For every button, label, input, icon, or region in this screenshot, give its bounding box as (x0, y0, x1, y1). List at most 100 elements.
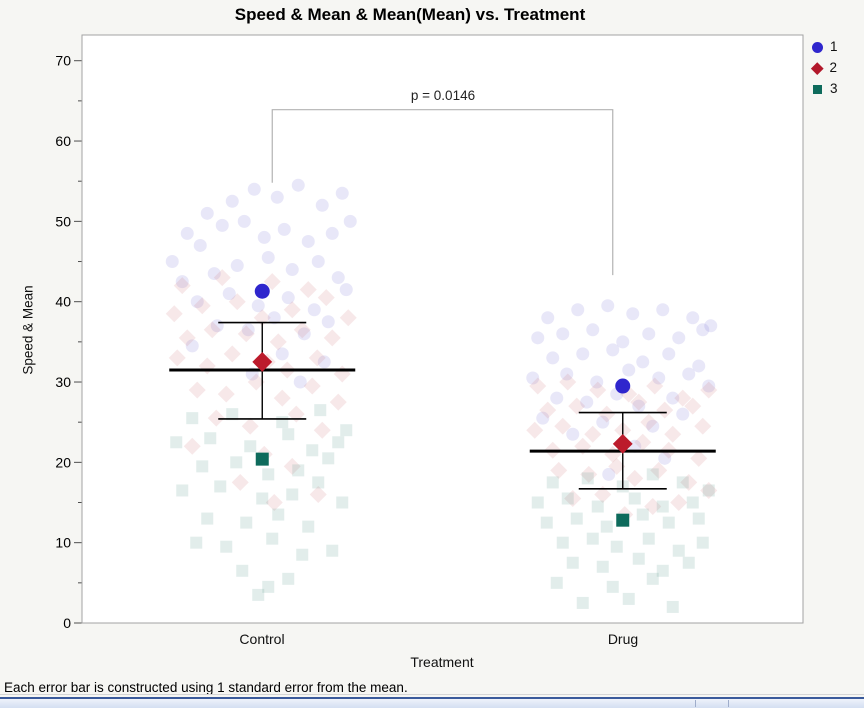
scatter-point[interactable] (281, 291, 295, 305)
scatter-point[interactable] (335, 186, 349, 200)
scatter-point[interactable] (293, 375, 307, 389)
scatter-point[interactable] (692, 512, 705, 525)
scatter-point[interactable] (704, 319, 718, 333)
scatter-point[interactable] (315, 198, 329, 212)
scatter-point[interactable] (262, 468, 275, 481)
scatter-point[interactable] (317, 355, 331, 369)
scatter-point[interactable] (244, 440, 257, 453)
legend-item-3[interactable]: 3 (812, 82, 838, 96)
scatter-point[interactable] (634, 433, 652, 451)
scatter-point[interactable] (664, 425, 682, 443)
scatter-point[interactable] (266, 532, 279, 545)
scatter-point[interactable] (702, 379, 716, 393)
scatter-point[interactable] (231, 473, 249, 491)
scatter-point[interactable] (226, 408, 239, 421)
scatter-point[interactable] (263, 273, 281, 291)
scatter-point[interactable] (602, 467, 616, 481)
group-mean-marker[interactable] (612, 433, 633, 454)
scatter-point[interactable] (332, 436, 345, 449)
scatter-point[interactable] (600, 520, 613, 533)
scatter-point[interactable] (646, 572, 659, 585)
scatter-point[interactable] (656, 500, 669, 513)
scatter-point[interactable] (568, 397, 586, 415)
scatter-point[interactable] (241, 323, 255, 337)
scatter-point[interactable] (247, 182, 261, 196)
scatter-point[interactable] (296, 548, 309, 561)
scatter-point[interactable] (696, 536, 709, 549)
scatter-point[interactable] (676, 476, 689, 489)
x-tick-label-drug[interactable]: Drug (607, 631, 639, 647)
scatter-point[interactable] (230, 259, 244, 273)
scatter-point[interactable] (559, 373, 577, 391)
scatter-point[interactable] (539, 401, 557, 419)
scatter-point[interactable] (608, 457, 626, 475)
scatter-point[interactable] (186, 412, 199, 425)
scatter-point[interactable] (630, 393, 648, 411)
scatter-point[interactable] (680, 473, 698, 491)
scatter-point[interactable] (541, 311, 555, 325)
scatter-point[interactable] (265, 494, 283, 511)
scatter-point[interactable] (700, 381, 718, 399)
scatter-point[interactable] (702, 484, 715, 497)
scatter-point[interactable] (646, 468, 659, 481)
scatter-point[interactable] (262, 580, 275, 593)
scatter-point[interactable] (303, 377, 321, 395)
scatter-point[interactable] (188, 381, 206, 399)
scatter-point[interactable] (282, 428, 295, 441)
scatter-point[interactable] (556, 536, 569, 549)
scatter-point[interactable] (275, 347, 289, 361)
scatter-point[interactable] (652, 371, 666, 385)
scatter-point[interactable] (632, 399, 646, 413)
scatter-point[interactable] (644, 498, 662, 516)
scatter-point[interactable] (306, 444, 319, 457)
scatter-point[interactable] (336, 496, 349, 509)
scatter-point[interactable] (584, 425, 602, 443)
scatter-point[interactable] (176, 484, 189, 497)
scatter-point[interactable] (247, 373, 265, 391)
scatter-point[interactable] (223, 345, 241, 363)
scatter-point[interactable] (586, 532, 599, 545)
scatter-point[interactable] (340, 424, 353, 437)
scatter-point[interactable] (606, 343, 620, 357)
scatter-point[interactable] (297, 327, 311, 341)
scatter-point[interactable] (283, 301, 301, 319)
scatter-point[interactable] (571, 303, 585, 317)
scatter-point[interactable] (240, 516, 253, 529)
scatter-point[interactable] (656, 303, 670, 317)
scatter-point[interactable] (276, 416, 289, 429)
scatter-point[interactable] (546, 476, 559, 489)
scatter-point[interactable] (257, 230, 271, 244)
scatter-point[interactable] (700, 481, 718, 499)
group-mean-marker[interactable] (615, 378, 631, 394)
scatter-point[interactable] (674, 389, 692, 407)
scatter-point[interactable] (168, 349, 186, 367)
group-mean-marker[interactable] (252, 352, 273, 372)
scatter-point[interactable] (636, 508, 649, 521)
scatter-point[interactable] (237, 214, 251, 228)
scatter-point[interactable] (272, 508, 285, 521)
scatter-point[interactable] (301, 234, 315, 248)
scatter-point[interactable] (165, 255, 179, 269)
scatter-point[interactable] (566, 427, 580, 441)
scatter-point[interactable] (594, 485, 612, 503)
scatter-point[interactable] (686, 496, 699, 509)
scatter-point[interactable] (682, 367, 696, 381)
scatter-point[interactable] (313, 421, 331, 439)
scatter-point[interactable] (656, 564, 669, 577)
scatter-point[interactable] (228, 293, 246, 311)
scatter-point[interactable] (554, 417, 572, 435)
scatter-point[interactable] (314, 404, 327, 417)
scatter-point[interactable] (339, 309, 357, 327)
scatter-point[interactable] (175, 275, 189, 289)
scatter-point[interactable] (261, 251, 275, 265)
scatter-point[interactable] (293, 321, 311, 339)
scatter-point[interactable] (251, 299, 265, 313)
scatter-point[interactable] (236, 564, 249, 577)
scatter-point[interactable] (540, 516, 553, 529)
scatter-point[interactable] (526, 421, 544, 439)
scatter-point[interactable] (666, 391, 680, 405)
scatter-point[interactable] (662, 347, 676, 361)
scatter-point[interactable] (676, 407, 690, 421)
scatter-point[interactable] (606, 580, 619, 593)
scatter-point[interactable] (662, 516, 675, 529)
